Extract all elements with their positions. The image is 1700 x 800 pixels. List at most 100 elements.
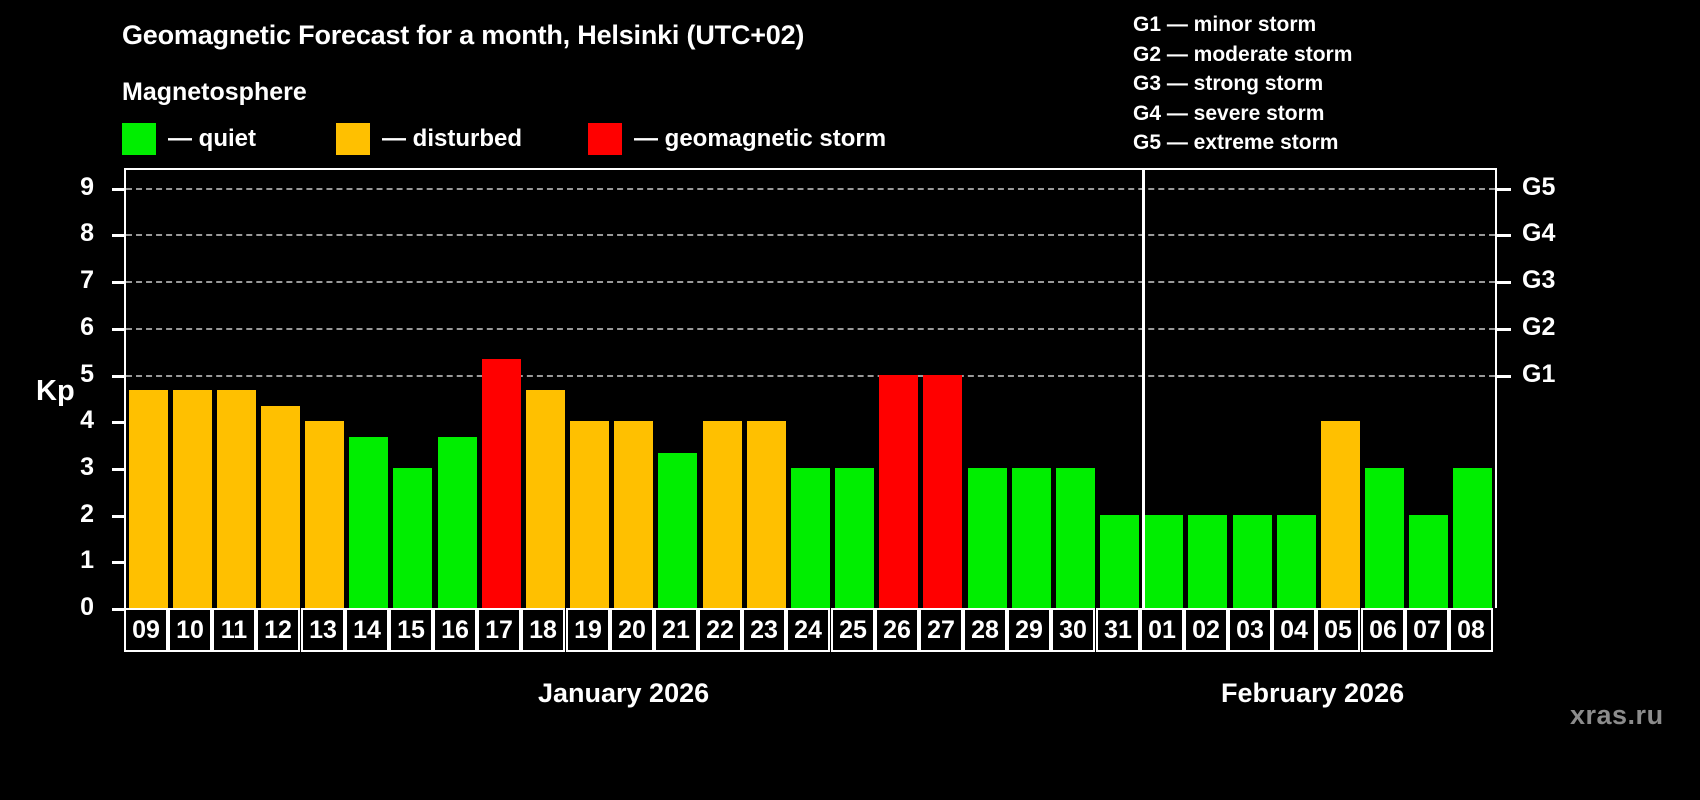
y-tick-label-4: 4 [80, 406, 94, 435]
y-tick-label-2: 2 [80, 499, 94, 528]
bar-day-17[interactable] [482, 359, 521, 608]
day-label-03[interactable]: 03 [1228, 608, 1272, 652]
legend-label-storm: — geomagnetic storm [634, 125, 887, 152]
bar-day-29[interactable] [1012, 467, 1051, 608]
day-label-19[interactable]: 19 [566, 608, 610, 652]
day-label-11[interactable]: 11 [212, 608, 256, 652]
day-label-22[interactable]: 22 [698, 608, 742, 652]
g-scale-line-4: G4 — severe storm [1133, 101, 1325, 125]
day-label-29[interactable]: 29 [1007, 608, 1051, 652]
g-tick-mark-G5 [1497, 187, 1511, 191]
day-label-15[interactable]: 15 [389, 608, 433, 652]
bar-day-22[interactable] [703, 421, 742, 608]
bar-day-07[interactable] [1409, 514, 1448, 608]
day-axis: 09 10 11 12 13 14 15 16 17 18 19 20 21 22 23 24 25 26 27 28… [124, 608, 1497, 652]
bar-day-02[interactable] [1188, 514, 1227, 608]
bar-day-12[interactable] [261, 405, 300, 608]
y-tick-label-6: 6 [80, 312, 94, 341]
y-tick-mark-7 [112, 281, 124, 285]
bar-day-20[interactable] [614, 421, 653, 608]
bar-day-10[interactable] [173, 389, 212, 608]
y-tick-label-5: 5 [80, 359, 94, 388]
g-tick-mark-G3 [1497, 281, 1511, 285]
legend-swatch-disturbed [336, 123, 370, 155]
bar-day-25[interactable] [835, 467, 874, 608]
bar-day-01[interactable] [1144, 514, 1183, 608]
day-label-23[interactable]: 23 [742, 608, 786, 652]
day-label-12[interactable]: 12 [256, 608, 300, 652]
bar-day-08[interactable] [1453, 467, 1492, 608]
day-label-07[interactable]: 07 [1405, 608, 1449, 652]
day-label-30[interactable]: 30 [1051, 608, 1095, 652]
day-label-14[interactable]: 14 [345, 608, 389, 652]
bar-day-23[interactable] [747, 421, 786, 608]
bar-day-27[interactable] [923, 374, 962, 608]
bar-day-14[interactable] [349, 436, 388, 608]
day-label-01[interactable]: 01 [1140, 608, 1184, 652]
legend-swatch-storm [588, 123, 622, 155]
day-label-27[interactable]: 27 [919, 608, 963, 652]
bar-day-16[interactable] [438, 436, 477, 608]
bar-day-11[interactable] [217, 389, 256, 608]
y-tick-label-8: 8 [80, 219, 94, 248]
gridline-kp-7 [126, 281, 1495, 284]
bar-day-28[interactable] [968, 467, 1007, 608]
day-label-21[interactable]: 21 [654, 608, 698, 652]
day-label-08[interactable]: 08 [1449, 608, 1493, 652]
g-tick-mark-G2 [1497, 327, 1511, 331]
bar-day-26[interactable] [879, 374, 918, 608]
bar-day-30[interactable] [1056, 467, 1095, 608]
bar-day-15[interactable] [393, 467, 432, 608]
y-tick-mark-3 [112, 467, 124, 471]
magnetosphere-legend: — quiet — disturbed — geomagnetic storm [122, 122, 1022, 156]
page-title: Geomagnetic Forecast for a month, Helsin… [122, 20, 805, 50]
bar-day-18[interactable] [526, 389, 565, 608]
y-tick-mark-0 [112, 608, 124, 611]
day-label-25[interactable]: 25 [831, 608, 875, 652]
bar-day-03[interactable] [1233, 514, 1272, 608]
g-tick-label-G2: G2 [1522, 312, 1556, 341]
day-label-09[interactable]: 09 [124, 608, 168, 652]
day-label-20[interactable]: 20 [610, 608, 654, 652]
gridline-kp-9 [126, 187, 1495, 190]
day-label-13[interactable]: 13 [301, 608, 345, 652]
month-divider-line [1142, 170, 1145, 608]
g-tick-mark-G1 [1497, 374, 1511, 378]
day-label-10[interactable]: 10 [168, 608, 212, 652]
gridline-kp-5 [126, 374, 1495, 377]
bar-day-05[interactable] [1321, 421, 1360, 608]
legend-entry-disturbed: — disturbed [336, 122, 522, 156]
bar-day-24[interactable] [791, 467, 830, 608]
magnetosphere-section-label: Magnetosphere [122, 78, 307, 106]
day-label-04[interactable]: 04 [1272, 608, 1316, 652]
bar-day-04[interactable] [1277, 514, 1316, 608]
bar-day-21[interactable] [658, 452, 697, 608]
day-label-31[interactable]: 31 [1096, 608, 1140, 652]
day-label-26[interactable]: 26 [875, 608, 919, 652]
g-scale-line-1: G1 — minor storm [1133, 13, 1317, 36]
plot-frame [124, 168, 1497, 608]
day-label-18[interactable]: 18 [521, 608, 565, 652]
day-label-28[interactable]: 28 [963, 608, 1007, 652]
bar-day-31[interactable] [1100, 514, 1139, 608]
g-scale-line-2: G2 — moderate storm [1133, 42, 1353, 66]
bar-day-06[interactable] [1365, 467, 1404, 608]
day-label-16[interactable]: 16 [433, 608, 477, 652]
day-label-17[interactable]: 17 [477, 608, 521, 652]
bar-day-09[interactable] [129, 389, 168, 608]
watermark: xras.ru [1570, 700, 1664, 730]
y-tick-mark-2 [112, 514, 124, 518]
day-label-06[interactable]: 06 [1361, 608, 1405, 652]
kp-axis-title: Kp [36, 375, 75, 407]
gridline-kp-8 [126, 234, 1495, 237]
y-tick-mark-6 [112, 327, 124, 331]
day-label-05[interactable]: 05 [1316, 608, 1360, 652]
day-label-02[interactable]: 02 [1184, 608, 1228, 652]
day-label-24[interactable]: 24 [786, 608, 830, 652]
bar-day-13[interactable] [305, 421, 344, 608]
y-tick-mark-9 [112, 187, 124, 191]
g-tick-label-G3: G3 [1522, 266, 1556, 295]
bar-day-19[interactable] [570, 421, 609, 608]
legend-label-disturbed: — disturbed [382, 125, 523, 152]
y-tick-label-9: 9 [80, 172, 94, 201]
